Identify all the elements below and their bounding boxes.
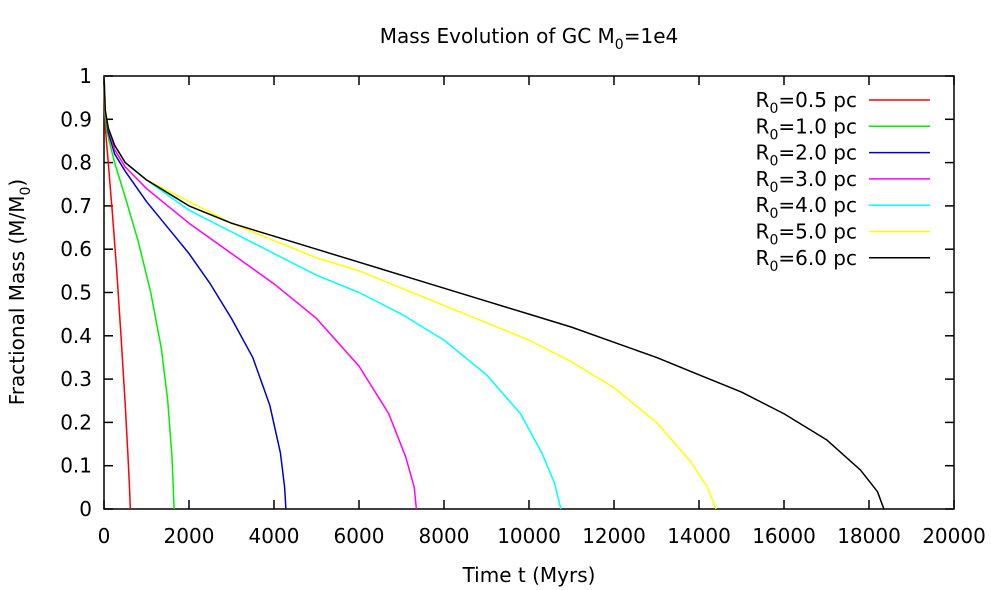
y-axis: 0 0.1 0.2 0.3 0.4 0.5 0.6 0.7 0.8 0.9 1 [60, 64, 954, 521]
series-lines [103, 75, 885, 510]
y-tick-label: 0.3 [60, 367, 92, 391]
x-tick-label: 4000 [249, 524, 300, 548]
x-tick-label: 18000 [837, 524, 901, 548]
series-line-3 [103, 75, 287, 510]
x-axis-label: Time t (Myrs) [462, 563, 596, 587]
x-tick-label: 8000 [419, 524, 470, 548]
chart-title: Mass Evolution of GC M0=1e4 [380, 24, 678, 53]
legend-label-2: R0=1.0 pc [756, 114, 857, 143]
x-tick-label: 2000 [164, 524, 215, 548]
x-axis: 0 2000 4000 6000 8000 10000 12000 14000 16000 180… [98, 76, 986, 548]
x-tick-label: 6000 [334, 524, 385, 548]
x-tick-label: 12000 [582, 524, 646, 548]
y-tick-label: 0.2 [60, 410, 92, 434]
legend-label-5: R0=4.0 pc [756, 193, 857, 222]
y-tick-label: 0.8 [60, 151, 92, 175]
series-line-6 [103, 75, 717, 510]
legend-label-7: R0=6.0 pc [756, 246, 857, 275]
y-tick-label: 0.5 [60, 281, 92, 305]
x-tick-label: 16000 [752, 524, 816, 548]
legend-label-4: R0=3.0 pc [756, 167, 857, 196]
y-tick-label: 1 [79, 64, 92, 88]
x-tick-label: 10000 [497, 524, 561, 548]
y-tick-label: 0.6 [60, 237, 92, 261]
y-tick-label: 0.4 [60, 324, 92, 348]
y-tick-label: 0 [79, 497, 92, 521]
y-tick-label: 0.9 [60, 107, 92, 131]
series-line-1 [103, 75, 132, 510]
legend-label-3: R0=2.0 pc [756, 141, 857, 170]
x-tick-label: 20000 [922, 524, 986, 548]
y-tick-label: 0.1 [60, 454, 92, 478]
legend-label-6: R0=5.0 pc [756, 220, 857, 249]
x-tick-label: 0 [98, 524, 111, 548]
y-axis-label: Fractional Mass (M/M0) [5, 179, 34, 406]
x-tick-label: 14000 [667, 524, 731, 548]
series-line-2 [103, 75, 175, 510]
y-tick-label: 0.7 [60, 194, 92, 218]
series-line-5 [103, 75, 562, 510]
series-line-7 [103, 75, 885, 510]
legend-label-1: R0=0.5 pc [756, 88, 857, 117]
